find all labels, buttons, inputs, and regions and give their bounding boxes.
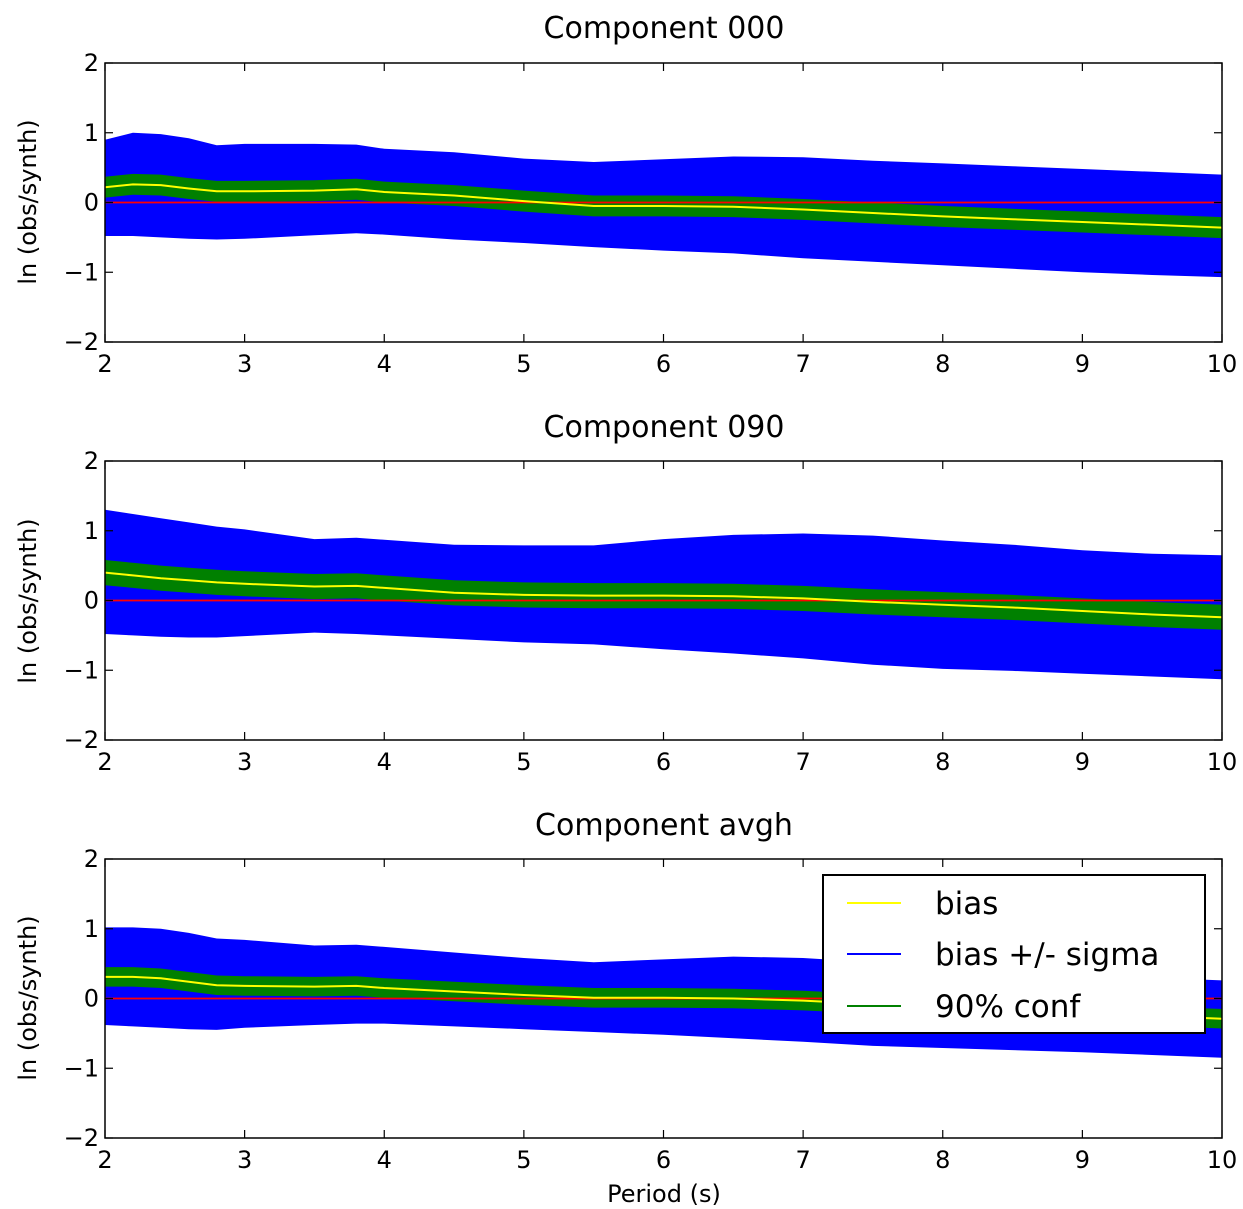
x-tick-label: 8 bbox=[935, 1146, 950, 1174]
y-tick-label: −1 bbox=[64, 656, 99, 684]
x-tick-label: 7 bbox=[795, 1146, 810, 1174]
x-tick-label: 2 bbox=[97, 748, 112, 776]
x-tick-label: 6 bbox=[656, 350, 671, 378]
x-tick-label: 2 bbox=[97, 350, 112, 378]
x-tick-label: 8 bbox=[935, 748, 950, 776]
x-tick-label: 5 bbox=[516, 748, 531, 776]
plot-area: 2 3 4 5 6 7 8 9 10 −2 −1 0 1 2 bbox=[64, 49, 1238, 378]
x-tick-label: 9 bbox=[1075, 1146, 1090, 1174]
x-tick-label: 10 bbox=[1207, 1146, 1238, 1174]
y-tick-label: 1 bbox=[84, 119, 99, 147]
x-tick-label: 8 bbox=[935, 350, 950, 378]
x-tick-label: 4 bbox=[377, 350, 392, 378]
y-tick-label: −2 bbox=[64, 726, 99, 754]
panel-component-000: Component 000 ln (obs/synth) 2 3 4 5 6 7 8 9 10−… bbox=[14, 11, 1237, 378]
x-tick-label: 7 bbox=[795, 748, 810, 776]
panel-title: Component avgh bbox=[535, 808, 793, 843]
y-tick-label: 2 bbox=[84, 49, 99, 77]
bias-line bbox=[104, 571, 1223, 619]
x-tick-label: 5 bbox=[516, 350, 531, 378]
x-tick-label: 4 bbox=[377, 748, 392, 776]
y-tick-label: 1 bbox=[84, 915, 99, 943]
x-tick-label: 4 bbox=[377, 1146, 392, 1174]
y-tick-label: 0 bbox=[84, 587, 99, 615]
y-axis-label: ln (obs/synth) bbox=[14, 915, 42, 1080]
x-tick-label: 2 bbox=[97, 1146, 112, 1174]
x-axis-label: Period (s) bbox=[607, 1180, 721, 1208]
x-tick-label: 7 bbox=[795, 350, 810, 378]
y-tick-label: 2 bbox=[84, 845, 99, 873]
bias-line bbox=[104, 183, 1223, 229]
panel-component-090: Component 090 ln (obs/synth) 2 3 4 5 6 7 8 9 10−… bbox=[14, 410, 1237, 776]
y-tick-label: −1 bbox=[64, 258, 99, 286]
x-tick-label: 9 bbox=[1075, 350, 1090, 378]
x-tick-label: 5 bbox=[516, 1146, 531, 1174]
x-tick-label: 9 bbox=[1075, 748, 1090, 776]
legend-label-bias: bias bbox=[935, 886, 998, 922]
legend: bias bias +/- sigma 90% conf bbox=[822, 874, 1206, 1034]
x-tick-label: 3 bbox=[237, 1146, 252, 1174]
x-tick-label: 3 bbox=[237, 350, 252, 378]
x-tick-label: 3 bbox=[237, 748, 252, 776]
y-axis-label: ln (obs/synth) bbox=[14, 119, 42, 284]
panel-title: Component 000 bbox=[544, 11, 785, 46]
y-tick-label: 0 bbox=[84, 985, 99, 1013]
plot-area: 2 3 4 5 6 7 8 9 10 −2 −1 0 1 2 bbox=[64, 447, 1238, 776]
legend-label-sigma: bias +/- sigma bbox=[935, 937, 1159, 973]
y-tick-label: 2 bbox=[84, 447, 99, 475]
legend-label-conf: 90% conf bbox=[935, 989, 1081, 1025]
x-tick-label: 10 bbox=[1207, 350, 1238, 378]
panel-title: Component 090 bbox=[544, 410, 785, 445]
y-tick-label: −1 bbox=[64, 1054, 99, 1082]
y-tick-label: 0 bbox=[84, 189, 99, 217]
x-tick-label: 6 bbox=[656, 748, 671, 776]
y-tick-label: −2 bbox=[64, 1124, 99, 1152]
y-axis-label: ln (obs/synth) bbox=[14, 518, 42, 683]
x-tick-label: 10 bbox=[1207, 748, 1238, 776]
x-tick-label: 6 bbox=[656, 1146, 671, 1174]
y-tick-label: −2 bbox=[64, 328, 99, 356]
y-tick-label: 1 bbox=[84, 517, 99, 545]
